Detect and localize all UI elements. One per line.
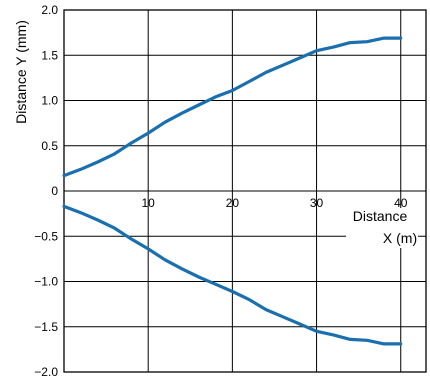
x-tick-label: 10 — [142, 196, 156, 210]
x-tick-label: 20 — [226, 196, 240, 210]
x-tick-label: 30 — [310, 196, 324, 210]
y-tick-label: 2.0 — [41, 3, 58, 17]
y-tick-label: 0 — [51, 184, 58, 198]
x-axis-title-line1: Distance — [353, 208, 408, 224]
y-tick-label: −1.0 — [34, 275, 58, 289]
series-lines — [62, 36, 403, 346]
y-tick-labels: 2.0 1.5 1.0 0.5 0 −0.5 −1.0 −1.5 −2.0 — [34, 3, 58, 378]
y-tick-label: 1.5 — [41, 48, 58, 62]
x-axis-title-background — [346, 208, 418, 248]
series-line — [62, 36, 403, 178]
y-tick-label: −0.5 — [34, 229, 58, 243]
y-tick-label: −1.5 — [34, 320, 58, 334]
x-tick-labels: 10 20 30 40 — [142, 196, 408, 210]
x-axis-title-line2: X (m) — [383, 230, 417, 246]
x-tick-label: 40 — [394, 196, 408, 210]
grid — [63, 9, 427, 373]
y-tick-label: 0.5 — [41, 139, 58, 153]
y-tick-label: −2.0 — [34, 365, 58, 378]
y-tick-label: 1.0 — [41, 94, 58, 108]
series-line — [62, 204, 403, 346]
y-axis-title: Distance Y (mm) — [13, 20, 29, 124]
